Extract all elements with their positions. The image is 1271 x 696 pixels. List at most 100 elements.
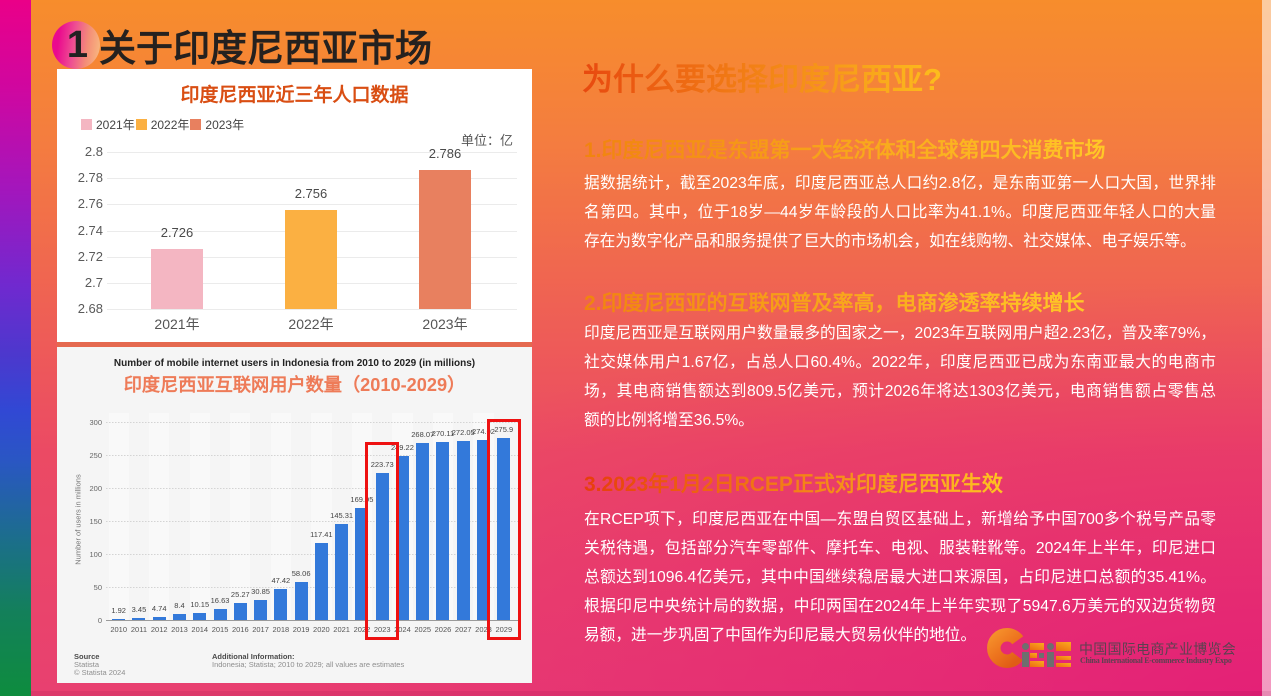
bar-2016	[233, 603, 247, 620]
gridline	[106, 587, 518, 589]
gridline	[106, 455, 518, 457]
bar-2022年	[285, 209, 337, 309]
y-axis-tick-label: 200	[89, 483, 102, 493]
plot-band	[270, 413, 291, 620]
y-axis-tick-label: 150	[89, 516, 102, 526]
plot-band	[108, 413, 129, 620]
section-number-badge: 1	[52, 21, 100, 69]
bar-value-label: 4.74	[151, 603, 167, 613]
x-axis-label: 2022年	[288, 316, 334, 332]
right-edge-strip	[1262, 0, 1271, 696]
y-axis-tick-label: 2.8	[84, 144, 103, 159]
bar-value-label: 270.11	[431, 429, 455, 439]
page-title: 关于印度尼西亚市场	[99, 28, 432, 69]
bar-2023年	[419, 170, 471, 309]
bar-value-label: 249.22	[390, 442, 414, 452]
section-body-line: 印度尼西亚是互联网用户数量最多的国家之一，2023年互联网用户超2.23亿，普及…	[584, 324, 1216, 342]
bar-2020	[314, 542, 328, 620]
additional-info-text: Indonesia; Statista; 2010 to 2029; all v…	[212, 660, 405, 669]
x-axis-label: 2026	[434, 624, 452, 634]
internet-users-chart-title: Number of mobile internet users in Indon…	[113, 358, 476, 369]
highlight-rect-2023	[364, 442, 400, 640]
section-body-line: 总额达到1096.4亿美元，其中中国继续稳居最大进口来源国，占印尼进口总额的35…	[584, 568, 1216, 586]
bar-2014	[193, 613, 207, 620]
x-axis-label: 2010	[110, 624, 128, 634]
bar-value-label: 16.63	[210, 596, 230, 606]
additional-info-label: Additional Information:	[212, 652, 295, 661]
bar-2021	[335, 524, 349, 620]
x-axis-label: 2012	[150, 624, 168, 634]
x-axis-label: 2023年	[422, 316, 468, 332]
bar-2012	[152, 616, 166, 620]
gridline	[106, 488, 518, 490]
section-heading: 2.印度尼西亚的互联网普及率高，电商渗透率持续增长	[584, 292, 1085, 315]
card-divider	[57, 342, 532, 347]
plot-band	[230, 413, 251, 620]
logo-e2-bottom-bar	[1055, 662, 1072, 667]
bar-value-label: 274.02	[472, 426, 495, 436]
right-column-title: 为什么要选择印度尼西亚?	[582, 62, 942, 97]
x-axis-label: 2024	[394, 624, 411, 634]
section-body-line: 易额，进一步巩固了中国作为印尼最大贸易伙伴的地位。	[584, 626, 977, 644]
bar-value-label: 117.41	[310, 529, 333, 539]
x-axis-label: 2021年	[154, 316, 200, 332]
bar-2029	[497, 438, 511, 620]
x-axis-label: 2014	[191, 624, 209, 634]
logo-name-cn: 中国国际电商产业博览会	[1079, 640, 1237, 657]
bar-value-label: 2.756	[294, 185, 328, 201]
bar-value-label: 58.06	[291, 568, 311, 578]
section-body-line: 关税待遇，包括部分汽车零部件、摩托车、电视、服装鞋靴等。2024年上半年，印尼进…	[584, 539, 1216, 557]
source-label: Source	[74, 652, 100, 661]
legend-swatch	[135, 119, 147, 130]
bar-2021年	[151, 248, 203, 309]
logo-e1-mid-block	[1038, 652, 1044, 659]
population-chart-legend: 2021年 2022年 2023年	[81, 116, 245, 133]
bar-value-label: 10.15	[190, 600, 210, 610]
legend-label: 2021年	[96, 118, 135, 132]
y-axis-title: Number of users in millions	[73, 474, 83, 565]
gridline	[106, 554, 518, 556]
bar-2018	[274, 588, 288, 620]
bar-value-label: 8.4	[174, 601, 185, 611]
section-body-line: 据数据统计，截至2023年底，印度尼西亚总人口约2.8亿，是东南亚第一人口大国，…	[584, 174, 1216, 192]
gridline	[107, 204, 517, 206]
section-body-line: 存在为数字化产品和服务提供了巨大的市场机会，如在线购物、社交媒体、电子娱乐等。	[584, 232, 1196, 250]
cieie-logo: 中国国际电商产业博览会 China International E-commer…	[986, 627, 1246, 671]
logo-i2-dot	[1046, 643, 1054, 651]
left-accent-rail	[0, 0, 31, 696]
bar-2011	[132, 617, 146, 620]
x-axis-label: 2028	[475, 624, 492, 634]
population-chart-unit-label: 单位：亿	[460, 133, 513, 148]
gridline	[106, 422, 518, 424]
x-axis-label: 2015	[211, 624, 229, 634]
gridline	[107, 178, 517, 180]
y-axis-tick-label: 250	[89, 450, 102, 460]
bar-2019	[294, 581, 308, 620]
bar-2017	[254, 599, 268, 620]
gridline	[107, 309, 517, 310]
y-axis-tick-label: 2.78	[77, 170, 103, 186]
bar-value-label: 25.27	[230, 590, 250, 600]
y-axis-tick-label: 2.76	[77, 196, 103, 212]
x-axis-label: 2019	[292, 624, 310, 634]
legend-swatch	[81, 119, 92, 130]
source-copyright: © Statista 2024	[74, 668, 126, 677]
section-heading: 1.印度尼西亚是东盟第一大经济体和全球第四大消费市场	[584, 139, 1106, 162]
population-chart-card: 印度尼西亚近三年人口数据 单位：亿 2021年 2022年 2023年 2.8 2.7…	[57, 69, 532, 342]
logo-e2-top-bar	[1055, 642, 1072, 651]
section-heading: 3.2023年1月2日RCEP正式对印度尼西亚生效	[584, 473, 1003, 496]
bar-value-label: 2.786	[428, 146, 462, 162]
section-number: 1	[66, 24, 89, 66]
bar-2026	[436, 442, 450, 620]
legend-item: 2023年	[190, 116, 244, 133]
logo-e1-bottom-bar	[1030, 660, 1044, 667]
plot-band	[149, 413, 170, 620]
x-axis-label: 2011	[130, 624, 148, 634]
y-axis-tick-label: 2.72	[77, 248, 103, 264]
legend-item: 2021年	[81, 116, 135, 133]
bar-2027	[456, 440, 470, 620]
y-axis-tick-label: 2.74	[77, 222, 103, 238]
logo-i-stem	[1021, 651, 1029, 667]
x-axis-label: 2025	[414, 624, 432, 634]
